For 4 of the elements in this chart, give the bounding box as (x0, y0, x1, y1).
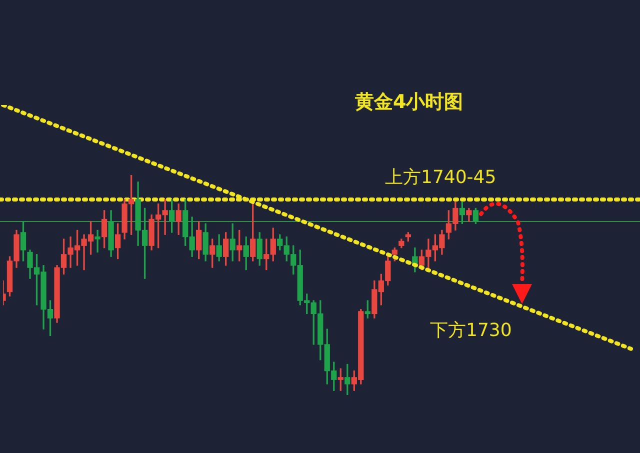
annotation: 上方1740-45 (385, 167, 496, 188)
chart-title: 黄金4小时图 (354, 91, 464, 113)
annotation: 下方1730 (430, 320, 512, 341)
candlestick (94, 230, 100, 253)
